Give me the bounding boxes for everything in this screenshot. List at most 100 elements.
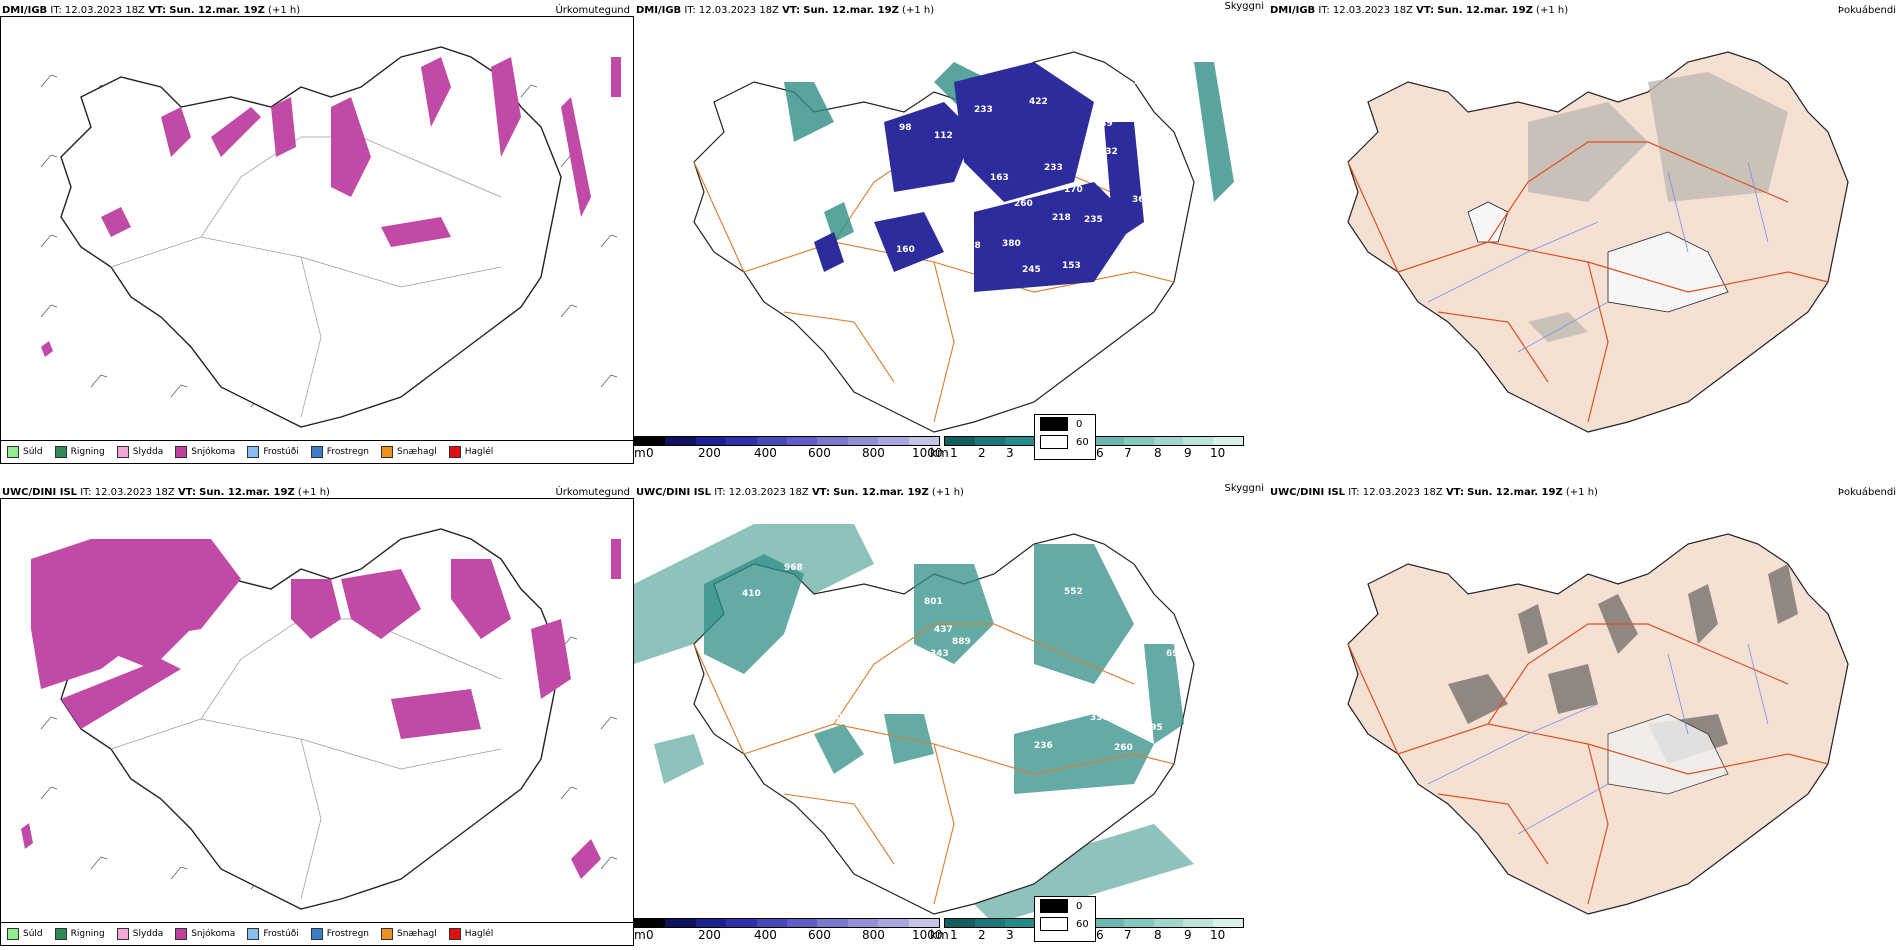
legend-swatch [247,928,260,940]
cloud-base-labels: 231 207 233 112 149 164 422 98 332 107 1… [852,77,1166,275]
panel-header: UWC/DINI ISL IT: 12.03.2023 18Z VT: Sun.… [2,486,630,500]
colorbar-tick: 9 [1184,928,1192,942]
visibility-areas-land [704,544,1184,794]
cloud-label: 218 [1052,213,1071,223]
it-value: 12.03.2023 18Z [94,487,175,498]
colorbar-swatch [878,437,909,445]
cloud-label: 98 [899,123,912,133]
colorbar-tick: 7 [1124,928,1132,942]
colorbar-swatch [726,437,757,445]
fog-scale-legend: 0 60 [1034,414,1096,460]
cloud-label: 102 [852,167,871,177]
fog-scale-label: 0 [1076,900,1083,912]
legend-item: Súld [7,928,43,940]
cloud-label: 139 [1147,249,1166,259]
roads [1347,623,1829,905]
iceland-land [1347,533,1849,915]
colorbar-swatch [908,437,940,445]
panel-header: DMI/IGB IT: 12.03.2023 18Z VT: Sun. 12.m… [636,1,1264,18]
legend-label: Súld [23,447,43,457]
cloud-label: 231 [1084,87,1103,97]
iceland-coastline [60,46,562,428]
it-label: IT: [1318,5,1330,16]
fog-map [1347,51,1849,433]
fog-scale-item: 0 [1035,897,1095,915]
legend-swatch [175,928,188,940]
cloud-label: 236 [1034,741,1053,751]
fog-swatch [1040,917,1068,931]
vt-value: Sun. 12.mar. 19Z [1467,487,1563,498]
cloud-label: 233 [1044,163,1063,173]
field-title: Úrkomutegund [555,487,630,498]
cloud-map: 968 410 801 552 437 889 343 924 236 330 … [634,524,1195,924]
cloud-label: 889 [952,637,971,647]
legend-item: Slydda [116,446,163,458]
legend-item: Slydda [116,928,163,940]
legend-label: Súld [23,929,43,939]
it-value: 12.03.2023 18Z [1332,5,1413,16]
colorbar-swatch [974,919,1005,927]
colorbar-swatch [847,919,879,927]
vt-label: VT: [782,5,801,16]
colorbar-swatch [635,919,666,927]
precip-legend: Súld Rigning Slydda Snjókoma Frostúði Fr… [1,440,633,463]
colorbar-tick: 2 [978,446,986,460]
colorbar-unit: km [930,446,949,460]
colorbar-swatch [945,437,975,445]
snow-areas [21,539,621,879]
cloud-label: 260 [1014,199,1033,209]
it-value: 12.03.2023 18Z [64,5,145,16]
rivers [1427,643,1769,835]
vt-label: VT: [1445,487,1464,498]
legend-label: Snæhagl [397,929,437,939]
precip-map-frame: Súld Rigning Slydda Snjókoma Frostúði Fr… [0,498,634,946]
rivers [1427,161,1769,353]
colorbar-tick: 200 [698,928,721,942]
colorbar-tick: 800 [862,446,885,460]
colorbar-tick: 3 [1006,928,1014,942]
colorbar-swatch [1093,437,1124,445]
colorbar-tick: 6 [1096,446,1104,460]
fog-scale-label: 60 [1076,918,1089,930]
fog-swatch [1040,435,1068,449]
vt-value: Sun. 12.mar. 19Z [169,5,265,16]
vt-value: Sun. 12.mar. 19Z [833,487,929,498]
model-name: DMI/IGB [636,5,682,16]
it-label: IT: [1348,487,1360,498]
offset: (+1 h) [1536,5,1569,16]
colorbar-swatches [634,436,940,446]
roads [693,623,1175,905]
vt-value: Sun. 12.mar. 19Z [803,5,899,16]
vt-value: Sun. 12.mar. 19Z [1437,5,1533,16]
legend-label: Frostúði [263,447,299,457]
vt-label: VT: [148,5,167,16]
colorbar-swatch [756,437,788,445]
colorbar-swatch [1213,919,1243,927]
colorbar-tick: 0 [646,446,654,460]
legend-item: Rigning [54,928,105,940]
cloud-base-colorbar: m 0 200 400 600 800 1000 [634,918,943,942]
colorbar-tick: 1000 [912,446,943,460]
field-title: Úrkomutegund [555,5,630,16]
it-value: 12.03.2023 18Z [728,487,809,498]
colorbar-swatch [1213,437,1243,445]
colorbar-swatch [726,919,757,927]
legend-item: Snæhagl [381,446,437,458]
cloud-label: 410 [742,589,761,599]
cloud-base-labels: 968 410 801 552 437 889 343 924 236 330 … [742,563,1185,753]
legend-item: Snjókoma [175,928,235,940]
cloud-label: 422 [1029,97,1048,107]
colorbar-swatch [665,437,696,445]
legend-swatch [310,446,323,458]
cloud-label: 968 [784,563,803,573]
cloud-label: 380 [1002,239,1021,249]
legend-label: Snjókoma [191,447,236,457]
cloud-label: 207 [1134,77,1153,87]
panel-header: UWC/DINI ISL IT: 12.03.2023 18Z VT: Sun.… [636,483,1264,500]
it-value: 12.03.2023 18Z [1362,487,1443,498]
colorbar-tick: 9 [1184,446,1192,460]
panel-header: DMI/IGB IT: 12.03.2023 18Z VT: Sun. 12.m… [1270,4,1896,18]
colorbar-unit: m [634,928,646,942]
cloud-label: 107 [1144,143,1163,153]
colorbar-swatch [1183,919,1214,927]
